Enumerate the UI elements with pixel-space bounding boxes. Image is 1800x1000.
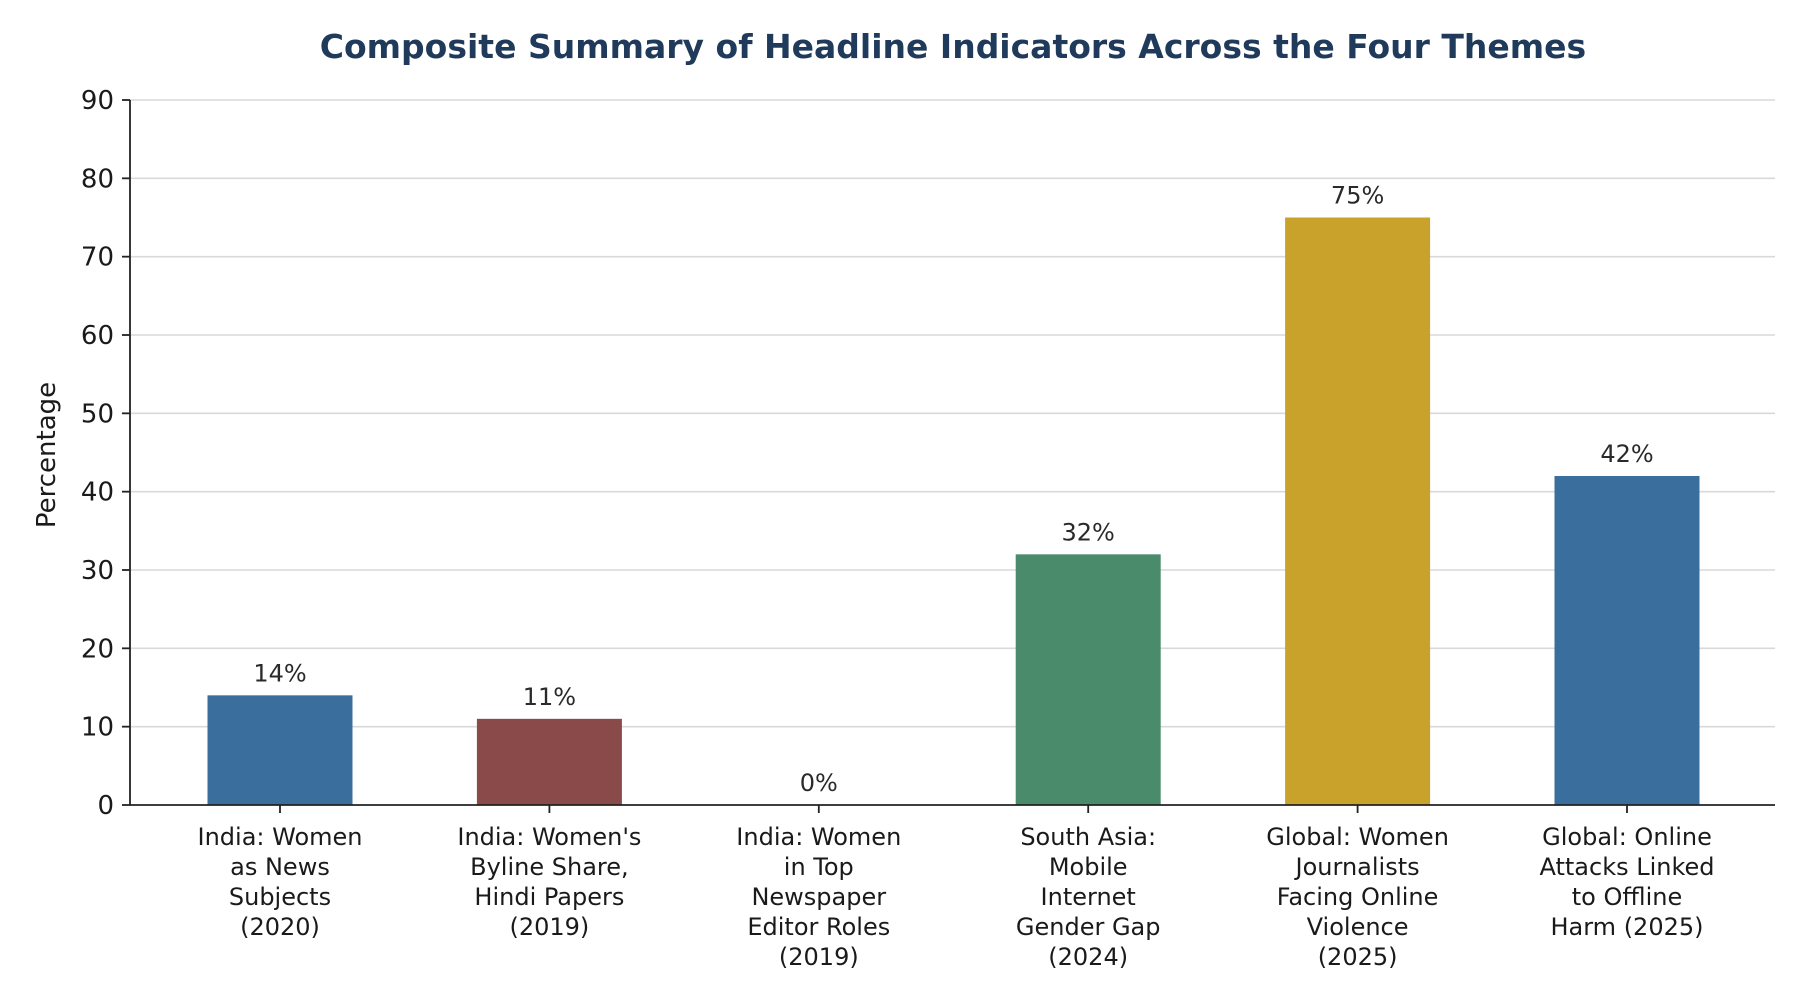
x-tick-label-line: as News xyxy=(230,853,330,881)
bar xyxy=(1015,554,1161,805)
x-tick-label-line: Attacks Linked xyxy=(1539,853,1714,881)
x-tick-label-line: India: Women xyxy=(198,823,363,851)
bar-value-label: 0% xyxy=(800,769,838,797)
bar-value-label: 75% xyxy=(1331,182,1384,210)
x-tick-label-line: Editor Roles xyxy=(747,913,890,941)
x-tick-label: India: Women in Top Newspaper Editor Roles(… xyxy=(736,823,901,971)
x-tick-label-line: South Asia: xyxy=(1020,823,1156,851)
x-tick-label-line: Journalists xyxy=(1294,853,1420,881)
x-tick-label-line: Global: Women xyxy=(1266,823,1449,851)
x-tick-label-line: Gender Gap xyxy=(1016,913,1161,941)
x-tick-label-line: Harm (2025) xyxy=(1550,913,1703,941)
x-axis-ticks: India: Women as News Subjects (2020)India: … xyxy=(198,805,1715,971)
bar-value-label: 42% xyxy=(1600,440,1653,468)
x-tick-label: India: Women's Byline Share, Hindi Papers(… xyxy=(457,823,641,941)
x-tick-label-line: Newspaper xyxy=(751,883,886,911)
y-tick-label: 20 xyxy=(81,634,114,664)
y-axis-label: Percentage xyxy=(32,382,62,528)
y-tick-label: 10 xyxy=(81,713,114,743)
x-tick-label-line: India: Women's xyxy=(457,823,641,851)
y-tick-label: 70 xyxy=(81,243,114,273)
x-tick-label: India: Women as News Subjects (2020) xyxy=(198,823,363,941)
bar-value-label: 11% xyxy=(523,683,576,711)
bar xyxy=(207,695,353,805)
x-tick-label: Global: Women Journalists Facing Online Vio… xyxy=(1266,823,1449,971)
bar xyxy=(1285,217,1431,805)
bar xyxy=(476,718,622,805)
x-tick-label-line: Internet xyxy=(1041,883,1136,911)
bars xyxy=(207,217,1700,805)
y-tick-label: 80 xyxy=(81,164,114,194)
x-tick-label-line: Facing Online xyxy=(1277,883,1439,911)
bar xyxy=(1554,476,1700,805)
x-tick-label-line: (2020) xyxy=(240,913,320,941)
x-tick-label-line: India: Women xyxy=(736,823,901,851)
x-tick-label-line: Global: Online xyxy=(1542,823,1712,851)
x-tick-label: South Asia: Mobile Internet Gender Gap (2024… xyxy=(1016,823,1161,971)
y-tick-label: 90 xyxy=(81,86,114,116)
bar-value-label: 32% xyxy=(1062,518,1115,546)
y-tick-label: 50 xyxy=(81,399,114,429)
value-labels: 14% 11% 0% 32% 75% 42% xyxy=(253,182,1653,798)
x-tick-label-line: to Offline xyxy=(1572,883,1682,911)
y-axis-ticks: 0 10 20 30 40 50 60 70 80 90 xyxy=(81,86,130,821)
chart-title: Composite Summary of Headline Indicators… xyxy=(320,27,1586,66)
x-tick-label-line: (2025) xyxy=(1318,943,1398,971)
x-tick-label: Global: Online Attacks Linked to Offline Ha… xyxy=(1539,823,1714,941)
x-tick-label-line: Hindi Papers xyxy=(474,883,624,911)
x-tick-label-line: Subjects xyxy=(229,883,331,911)
y-tick-label: 60 xyxy=(81,321,114,351)
x-tick-label-line: Byline Share, xyxy=(470,853,629,881)
x-tick-label-line: (2019) xyxy=(509,913,589,941)
gridlines xyxy=(130,99,1775,728)
y-tick-label: 0 xyxy=(97,791,114,821)
x-tick-label-line: (2024) xyxy=(1048,943,1128,971)
y-tick-label: 40 xyxy=(81,478,114,508)
y-tick-label: 30 xyxy=(81,556,114,586)
x-tick-label-line: in Top xyxy=(784,853,854,881)
x-tick-label-line: Mobile xyxy=(1049,853,1128,881)
bar-value-label: 14% xyxy=(253,659,306,687)
x-tick-label-line: Violence xyxy=(1307,913,1409,941)
x-tick-label-line: (2019) xyxy=(779,943,859,971)
